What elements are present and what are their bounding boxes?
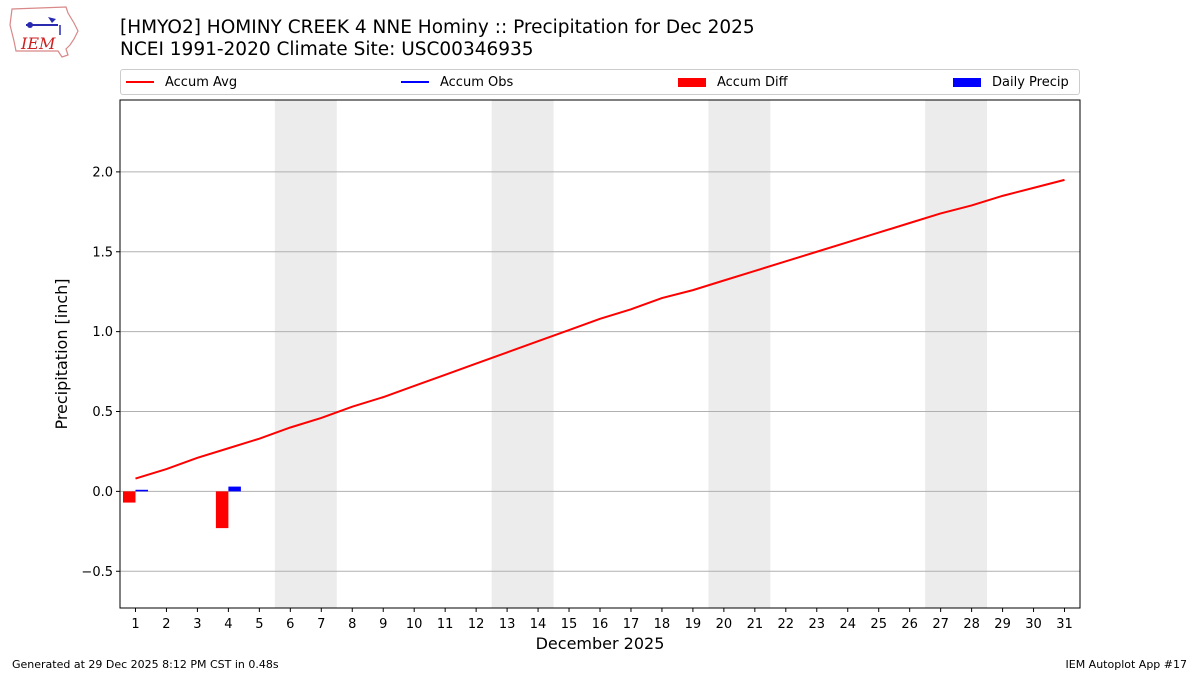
y-axis-label: Precipitation [inch] xyxy=(52,278,71,429)
x-tick-label: 24 xyxy=(839,617,856,632)
accum-diff-bar xyxy=(122,491,136,503)
x-tick-label: 28 xyxy=(963,617,980,632)
x-tick-label: 12 xyxy=(468,617,485,632)
weekend-band xyxy=(708,100,771,608)
accum-avg-line xyxy=(135,178,1065,480)
x-tick-label: 10 xyxy=(406,617,423,632)
footer-generated: Generated at 29 Dec 2025 8:12 PM CST in … xyxy=(12,658,279,671)
daily-precip-bar xyxy=(135,489,148,492)
legend-item-accum-avg: Accum Avg xyxy=(126,70,237,94)
legend-item-daily-precip: Daily Precip xyxy=(953,70,1069,94)
legend: Accum Avg Accum Obs Accum Diff Daily Pre… xyxy=(120,69,1080,95)
legend-label-accum-avg: Accum Avg xyxy=(165,74,238,90)
x-tick-label: 20 xyxy=(716,617,733,632)
x-axis-label: December 2025 xyxy=(536,634,665,653)
x-tick-label: 3 xyxy=(193,617,201,632)
chart-title: [HMYO2] HOMINY CREEK 4 NNE Hominy :: Pre… xyxy=(120,17,755,61)
x-tick-label: 9 xyxy=(379,617,387,632)
y-tick-label: 2.0 xyxy=(92,165,113,180)
x-tick-label: 15 xyxy=(561,617,578,632)
x-tick-label: 16 xyxy=(592,617,609,632)
plot-frame xyxy=(119,99,1081,609)
accum-diff-bar xyxy=(215,491,229,529)
legend-swatch-daily-precip xyxy=(953,77,981,87)
legend-item-accum-diff: Accum Diff xyxy=(678,70,788,94)
logo-text: IEM xyxy=(20,34,56,53)
y-tick-label: 0.0 xyxy=(92,485,113,500)
y-tick-label: 1.0 xyxy=(92,325,113,340)
title-line-2: NCEI 1991-2020 Climate Site: USC00346935 xyxy=(120,39,534,60)
x-tick-label: 1 xyxy=(131,617,139,632)
legend-swatch-accum-diff xyxy=(678,77,706,87)
x-tick-label: 13 xyxy=(499,617,516,632)
iem-logo: IEM xyxy=(9,6,79,58)
legend-label-accum-obs: Accum Obs xyxy=(440,74,514,90)
weekend-band xyxy=(274,100,337,608)
x-tick-label: 31 xyxy=(1056,617,1073,632)
legend-label-daily-precip: Daily Precip xyxy=(992,74,1069,90)
y-tick-label: −0.5 xyxy=(81,565,113,580)
x-tick-label: 14 xyxy=(530,617,547,632)
title-line-1: [HMYO2] HOMINY CREEK 4 NNE Hominy :: Pre… xyxy=(120,17,755,38)
x-tick-label: 7 xyxy=(317,617,325,632)
x-tick-label: 5 xyxy=(255,617,263,632)
x-tick-label: 2 xyxy=(162,617,170,632)
x-tick-label: 27 xyxy=(932,617,949,632)
x-tick-label: 23 xyxy=(809,617,826,632)
x-tick-label: 11 xyxy=(437,617,454,632)
x-tick-label: 4 xyxy=(224,617,232,632)
y-tick-label: 0.5 xyxy=(92,405,113,420)
x-tick-label: 25 xyxy=(870,617,887,632)
x-tick-label: 29 xyxy=(994,617,1011,632)
legend-swatch-accum-obs xyxy=(401,81,429,83)
x-tick-label: 18 xyxy=(654,617,671,632)
x-tick-label: 19 xyxy=(685,617,702,632)
y-tick-label: 1.5 xyxy=(92,245,113,260)
footer-app: IEM Autoplot App #17 xyxy=(1065,658,1188,671)
x-tick-label: 26 xyxy=(901,617,918,632)
legend-swatch-accum-avg xyxy=(126,81,154,83)
x-tick-label: 8 xyxy=(348,617,356,632)
x-tick-label: 30 xyxy=(1025,617,1042,632)
x-tick-label: 21 xyxy=(747,617,764,632)
x-tick-label: 6 xyxy=(286,617,294,632)
daily-precip-bar xyxy=(228,486,241,492)
legend-item-accum-obs: Accum Obs xyxy=(401,70,513,94)
x-tick-label: 22 xyxy=(778,617,795,632)
x-tick-label: 17 xyxy=(623,617,640,632)
legend-label-accum-diff: Accum Diff xyxy=(717,74,788,90)
weekend-band xyxy=(925,100,988,608)
